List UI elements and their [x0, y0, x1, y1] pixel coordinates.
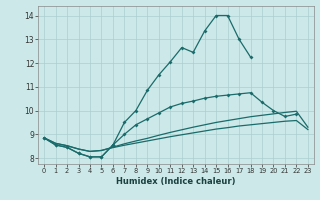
X-axis label: Humidex (Indice chaleur): Humidex (Indice chaleur) — [116, 177, 236, 186]
